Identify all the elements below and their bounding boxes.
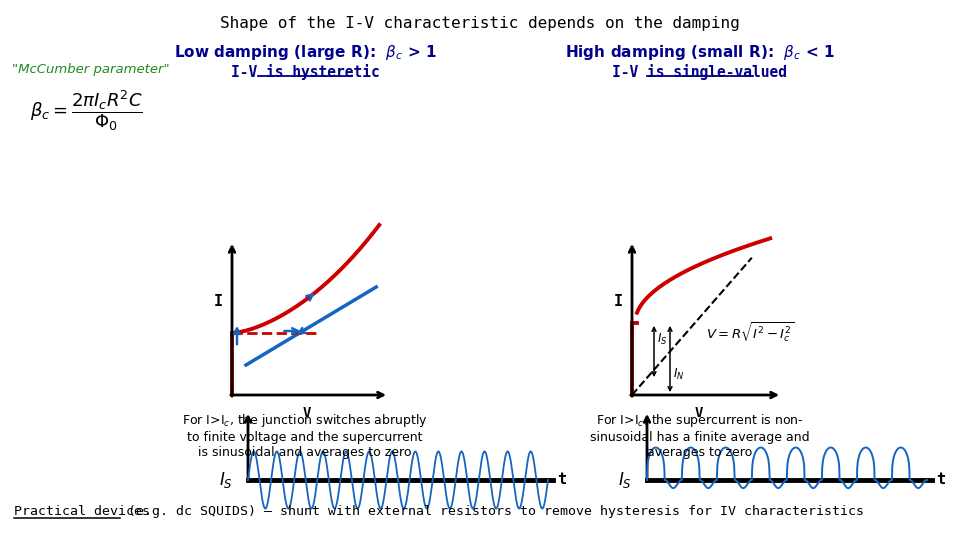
Text: $I_S$: $I_S$ bbox=[219, 470, 233, 490]
Text: I: I bbox=[213, 294, 223, 309]
Text: Low damping (large R):  $\beta_c$ > 1: Low damping (large R): $\beta_c$ > 1 bbox=[174, 43, 437, 62]
Text: V: V bbox=[302, 406, 311, 420]
Text: I: I bbox=[613, 294, 623, 309]
Text: I-V is hysteretic: I-V is hysteretic bbox=[230, 64, 379, 80]
Text: $\beta_c = \dfrac{2\pi I_c R^2 C}{\Phi_0}$: $\beta_c = \dfrac{2\pi I_c R^2 C}{\Phi_0… bbox=[30, 88, 143, 133]
Text: High damping (small R):  $\beta_c$ < 1: High damping (small R): $\beta_c$ < 1 bbox=[565, 43, 835, 62]
Text: $I_N$: $I_N$ bbox=[673, 367, 684, 382]
Text: $I_S$: $I_S$ bbox=[618, 470, 632, 490]
Text: (e.g. dc SQUIDS) – shunt with external resistors to remove hysteresis for IV cha: (e.g. dc SQUIDS) – shunt with external r… bbox=[120, 505, 864, 518]
Text: V: V bbox=[694, 406, 703, 420]
Text: $V = R\sqrt{I^2 - I_c^2}$: $V = R\sqrt{I^2 - I_c^2}$ bbox=[706, 320, 795, 344]
Text: "McCumber parameter": "McCumber parameter" bbox=[12, 63, 170, 76]
Text: Practical devices: Practical devices bbox=[14, 505, 150, 518]
Text: t: t bbox=[558, 472, 566, 488]
Text: For I>I$_c$, the junction switches abruptly
to finite voltage and the supercurre: For I>I$_c$, the junction switches abrup… bbox=[182, 412, 428, 459]
Text: For I>I$_c$, the supercurrent is non-
sinusoidal has a finite average and
averag: For I>I$_c$, the supercurrent is non- si… bbox=[590, 412, 810, 459]
Text: $I_S$: $I_S$ bbox=[657, 332, 667, 347]
Text: Shape of the I-V characteristic depends on the damping: Shape of the I-V characteristic depends … bbox=[220, 16, 740, 31]
Text: I-V is single-valued: I-V is single-valued bbox=[612, 64, 787, 80]
Text: t: t bbox=[936, 472, 946, 488]
